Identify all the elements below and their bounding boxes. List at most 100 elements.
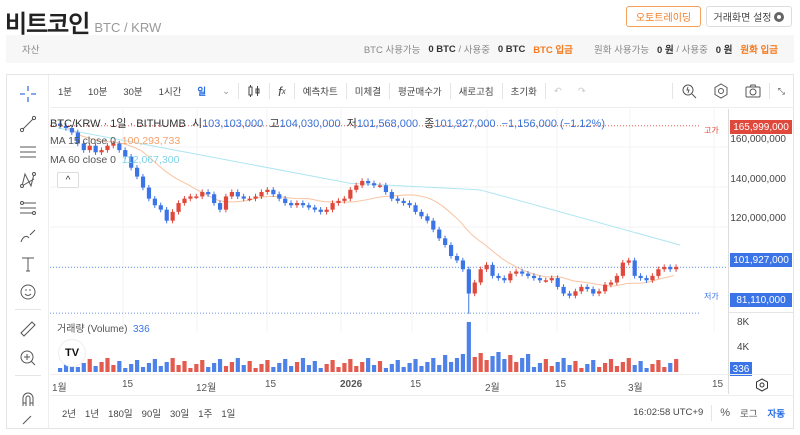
interval-2[interactable]: 30분 xyxy=(123,87,143,98)
lock-icon[interactable] xyxy=(17,411,39,427)
channel-icon[interactable] xyxy=(17,141,39,163)
redo-icon[interactable]: ↷ xyxy=(577,85,586,97)
crosshair-icon[interactable] xyxy=(17,83,39,105)
krw-deposit-link[interactable]: 원화 입금 xyxy=(740,45,778,56)
time-tick: 2026 xyxy=(340,379,363,390)
high-value: 104,030,000 xyxy=(279,118,341,130)
fib-icon[interactable] xyxy=(17,197,39,219)
magnet-icon[interactable] xyxy=(17,388,39,410)
divider xyxy=(388,83,390,99)
volume-label: 거래량 (Volume) xyxy=(57,324,128,335)
settings-label: 거래화면 설정 xyxy=(713,13,772,24)
time-tick: 15 xyxy=(555,379,567,390)
low-value: 101,568,000 xyxy=(356,118,419,130)
pattern-icon[interactable] xyxy=(17,169,39,191)
krw-in-use-value: 0 원 xyxy=(715,45,733,56)
time-tick: 3월 xyxy=(628,383,643,394)
interval-0[interactable]: 1분 xyxy=(58,87,73,98)
price-axis[interactable]: 165,999,000 160,000,000 140,000,000 120,… xyxy=(728,109,794,392)
volume-value: 336 xyxy=(132,324,150,335)
range-5[interactable]: 1주 xyxy=(198,408,213,420)
zoom-in-icon[interactable] xyxy=(17,347,39,369)
pair-label: BTC / KRW xyxy=(94,20,162,35)
tradingview-logo[interactable]: TV xyxy=(58,339,86,367)
range-6[interactable]: 1일 xyxy=(221,408,236,420)
ma60-value: 112,067,300 xyxy=(121,154,180,166)
volume-tag: 336 xyxy=(730,362,752,376)
time-axis[interactable]: 1월 15 12월 15 2026 15 2월 15 3월 15 xyxy=(50,374,728,394)
emoji-icon[interactable] xyxy=(17,281,39,303)
text-icon[interactable] xyxy=(17,253,39,275)
interval-1[interactable]: 10분 xyxy=(88,87,108,98)
ma15-legend[interactable]: MA 15 close 0 100,293,733 xyxy=(50,135,180,147)
brush-icon[interactable] xyxy=(17,225,39,247)
range-3[interactable]: 90일 xyxy=(141,408,161,420)
fullscreen-icon[interactable]: ⤡ xyxy=(777,85,785,96)
separator: / xyxy=(458,43,462,55)
chart-panel: 1분 10분 30분 1시간 일 ⌄ f x 예측차트 미체결 평균매수가 새로고침 초기화 ↶ ↷ ⤡ 16… xyxy=(6,74,794,429)
divider xyxy=(293,83,295,99)
divider xyxy=(544,83,546,99)
asset-label: 자산 xyxy=(22,45,40,56)
ruler-icon[interactable] xyxy=(17,318,39,340)
auto-toggle[interactable]: 자동 xyxy=(767,408,785,420)
axis-settings-button[interactable] xyxy=(728,374,794,394)
interval-4[interactable]: 일 xyxy=(197,87,207,98)
page-header: 비트코인 BTC / KRW xyxy=(5,4,161,39)
camera-icon[interactable] xyxy=(737,75,769,107)
open-label: 시 xyxy=(191,118,203,130)
range-1[interactable]: 1년 xyxy=(85,408,100,420)
ma60-label: MA 60 close 0 xyxy=(50,154,116,166)
range-4[interactable]: 30일 xyxy=(169,408,190,420)
log-toggle[interactable]: 로그 xyxy=(740,408,758,420)
pane-divider xyxy=(729,312,794,313)
btc-deposit-link[interactable]: BTC 입금 xyxy=(533,45,573,56)
range-2[interactable]: 180일 xyxy=(108,408,133,420)
asset-bar: 자산 BTC 사용가능 0 BTC / 사용중 0 BTC BTC 입금 원화 … xyxy=(6,35,794,63)
ma15-label: MA 15 close 0 xyxy=(50,135,116,147)
volume-tick: 4K xyxy=(737,342,750,353)
toolbar-item-4[interactable]: 초기화 xyxy=(510,87,537,98)
time-tick: 15 xyxy=(410,379,422,390)
toolbar-item-3[interactable]: 새로고침 xyxy=(458,87,494,98)
chevron-down-icon[interactable]: ⌄ xyxy=(222,85,231,97)
change-value: −1,156,000 (−1.12%) xyxy=(501,118,605,130)
ma60-legend[interactable]: MA 60 close 0 112,067,300 xyxy=(50,154,179,166)
close-label: 종 xyxy=(424,118,435,130)
clock: 16:02:58 UTC+9 xyxy=(633,407,704,418)
time-tick: 2월 xyxy=(485,383,500,394)
range-buttons: 2년 1년 180일 90일 30일 1주 1일 xyxy=(62,406,235,420)
autotrading-button[interactable]: 오토트레이딩 xyxy=(626,6,701,27)
interval-3[interactable]: 1시간 xyxy=(158,87,182,98)
toolbar-item-1[interactable]: 미체결 xyxy=(354,87,381,98)
btc-available-value: 0 BTC xyxy=(428,43,456,55)
toolbar-item-0[interactable]: 예측차트 xyxy=(302,87,338,98)
price-tick: 120,000,000 xyxy=(730,213,786,224)
high-price-tag: 165,999,000 xyxy=(730,120,792,134)
drawing-toolbar xyxy=(7,75,49,428)
page-title: 비트코인 xyxy=(5,11,90,38)
open-value: 103,103,000 xyxy=(202,118,264,130)
percent-toggle[interactable]: % xyxy=(720,406,731,419)
price-chart[interactable] xyxy=(50,109,728,373)
quick-search-icon[interactable] xyxy=(673,75,705,107)
high-ref-label: 고가 xyxy=(704,126,719,135)
chart-toolbar: 1분 10분 30분 1시간 일 ⌄ f x 예측차트 미체결 평균매수가 새로고침 초기화 ↶ ↷ ⤡ xyxy=(50,75,793,108)
low-ref-label: 저가 xyxy=(704,292,719,301)
collapse-legend-button[interactable]: ^ xyxy=(57,172,79,188)
krw-available-value: 0 원 xyxy=(657,45,674,56)
range-0[interactable]: 2년 xyxy=(62,408,77,420)
toolbar-item-2[interactable]: 평균매수가 xyxy=(397,87,442,98)
krw-available-label: 원화 사용가능 xyxy=(594,45,650,56)
settings-button[interactable]: 거래화면 설정 xyxy=(706,6,792,27)
volume-legend: 거래량 (Volume) 336 xyxy=(57,320,150,335)
trendline-icon[interactable] xyxy=(17,113,39,135)
candle-type-icon[interactable] xyxy=(239,75,269,107)
undo-icon[interactable]: ↶ xyxy=(553,85,562,97)
gear-icon xyxy=(774,11,785,22)
settings-hex-icon[interactable] xyxy=(705,75,737,107)
time-tick: 1월 xyxy=(52,383,67,394)
divider xyxy=(449,83,451,99)
toolbar-divider xyxy=(15,309,41,310)
